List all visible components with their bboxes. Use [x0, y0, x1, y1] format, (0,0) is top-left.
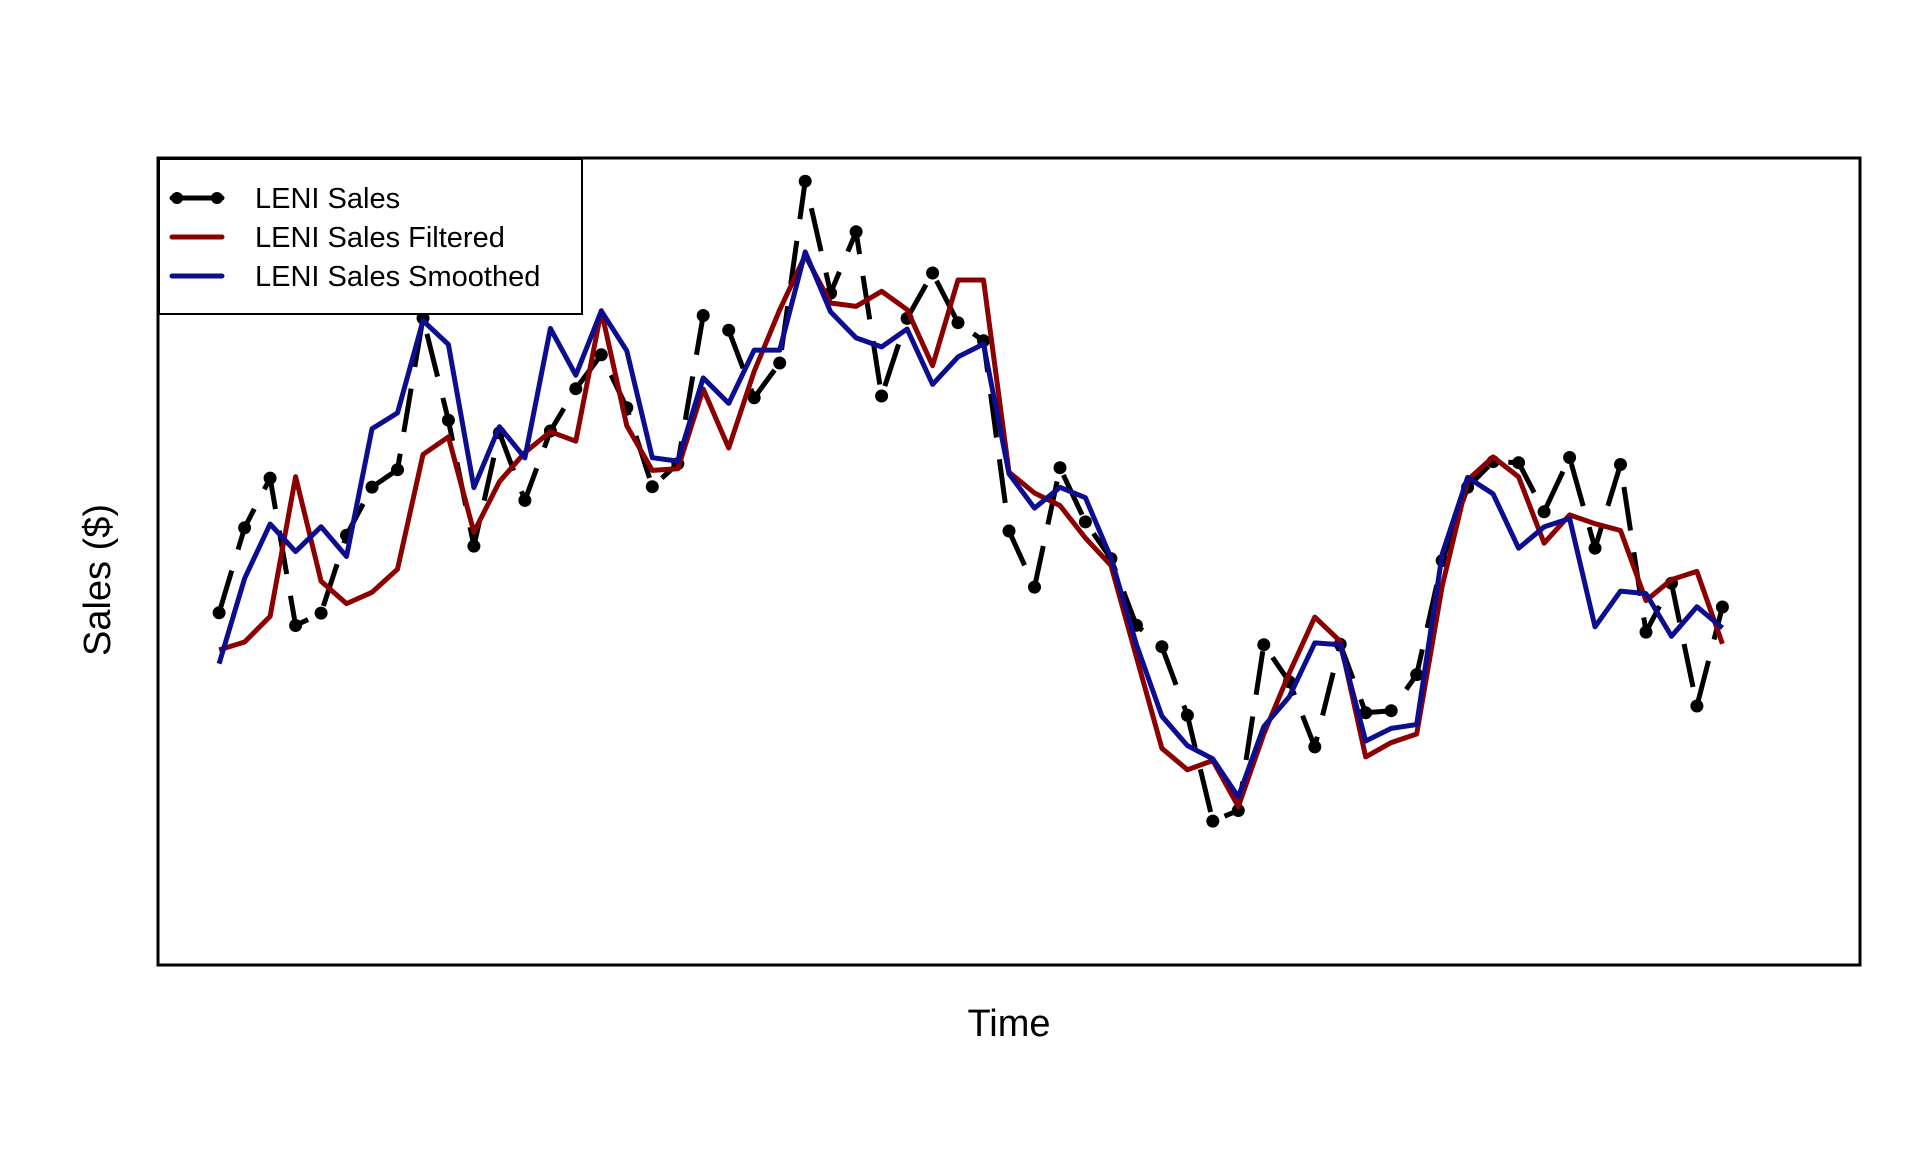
legend-label-leni-sales-smoothed: LENI Sales Smoothed	[255, 261, 540, 293]
data-point-leni-sales-47	[1384, 704, 1398, 718]
data-point-leni-sales-48	[1410, 668, 1424, 682]
y-axis-title: Sales ($)	[77, 504, 119, 656]
data-point-leni-sales-10	[441, 413, 455, 427]
data-point-leni-sales-15	[569, 382, 583, 396]
data-point-leni-sales-8	[391, 463, 404, 477]
data-point-leni-sales-35	[1078, 515, 1092, 529]
data-point-leni-sales-30	[951, 316, 965, 330]
data-point-leni-sales-23	[773, 356, 787, 370]
data-point-leni-sales-16	[594, 348, 608, 362]
data-point-leni-sales-59	[1690, 699, 1704, 713]
data-point-leni-sales-57	[1639, 625, 1653, 639]
data-point-leni-sales-24	[798, 174, 812, 188]
legend-label-leni-sales: LENI Sales	[255, 183, 400, 215]
data-point-leni-sales-7	[365, 480, 379, 494]
data-point-leni-sales-5	[314, 606, 328, 620]
data-point-leni-sales-56	[1614, 458, 1627, 471]
data-point-leni-sales-44	[1308, 740, 1322, 754]
data-point-leni-sales-40	[1206, 814, 1220, 828]
data-point-leni-sales-11	[467, 539, 481, 553]
plot-frame	[156, 156, 1862, 967]
data-point-leni-sales-22	[747, 391, 761, 405]
data-point-leni-sales-53	[1537, 505, 1551, 519]
data-point-leni-sales-54	[1563, 451, 1577, 464]
data-point-leni-sales-2	[238, 521, 252, 535]
x-axis-title: Time	[967, 1003, 1050, 1045]
series-line-leni-sales-filtered	[218, 253, 1725, 810]
data-point-leni-sales-38	[1155, 640, 1169, 654]
data-point-leni-sales-46	[1359, 706, 1373, 720]
data-point-leni-sales-20	[696, 309, 710, 322]
data-point-leni-sales-18	[645, 480, 659, 494]
data-point-leni-sales-27	[875, 389, 889, 403]
data-point-leni-sales-21	[722, 323, 736, 337]
legend-label-leni-sales-filtered: LENI Sales Filtered	[255, 222, 505, 254]
data-point-leni-sales-33	[1028, 580, 1041, 594]
data-point-leni-sales-1	[212, 606, 226, 620]
data-point-leni-sales-4	[289, 619, 303, 632]
data-point-leni-sales-55	[1588, 541, 1602, 555]
data-point-leni-sales-32	[1002, 524, 1016, 538]
data-point-leni-sales-39	[1180, 708, 1194, 722]
data-point-leni-sales-13	[518, 493, 532, 507]
data-point-leni-sales-42	[1257, 638, 1271, 652]
data-point-leni-sales-34	[1053, 461, 1067, 475]
legend: LENI Sales LENI Sales Filtered LENI Sale…	[158, 158, 583, 315]
data-point-leni-sales-41	[1231, 804, 1245, 817]
series-layer	[212, 174, 1729, 828]
data-point-leni-sales-3	[263, 471, 277, 485]
series-line-leni-sales-smoothed	[216, 249, 1725, 800]
legend-box	[158, 158, 583, 315]
data-point-leni-sales-60	[1715, 600, 1729, 614]
data-point-leni-sales-26	[849, 225, 863, 239]
data-point-leni-sales-29	[926, 266, 940, 280]
data-point-leni-sales-52	[1512, 456, 1526, 470]
legend-marker-leni-sales	[171, 192, 183, 204]
legend-marker-leni-sales	[211, 192, 223, 204]
